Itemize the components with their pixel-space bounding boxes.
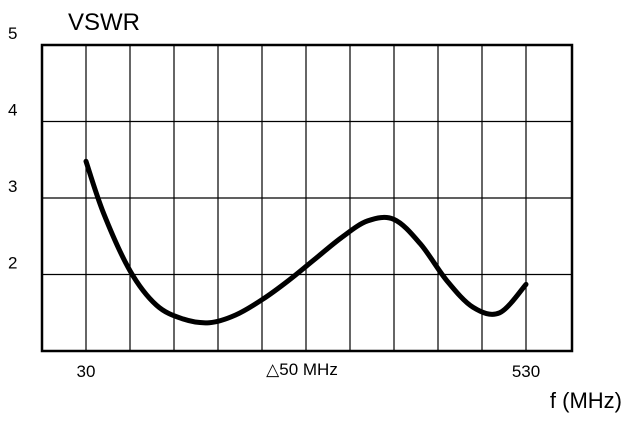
- series-group: [83, 158, 529, 326]
- x-tick-label: 30: [77, 362, 96, 381]
- y-tick-label: 3: [8, 177, 17, 196]
- y-tick-label: 5: [8, 24, 17, 43]
- y-tick-label: 2: [8, 254, 17, 273]
- x-tick-label: 530: [512, 362, 540, 381]
- y-tick-label: 4: [8, 101, 17, 120]
- x-tick-labels: 30 530: [77, 362, 541, 381]
- x-step-label: △50 MHz: [266, 360, 338, 379]
- y-tick-labels: 2 3 4 5: [8, 24, 17, 273]
- y-axis-label: VSWR: [68, 9, 140, 36]
- vswr-series-line: [83, 158, 529, 326]
- x-axis-label: f (MHz): [550, 388, 622, 413]
- grid: [42, 45, 572, 351]
- plot-frame: [40, 43, 574, 353]
